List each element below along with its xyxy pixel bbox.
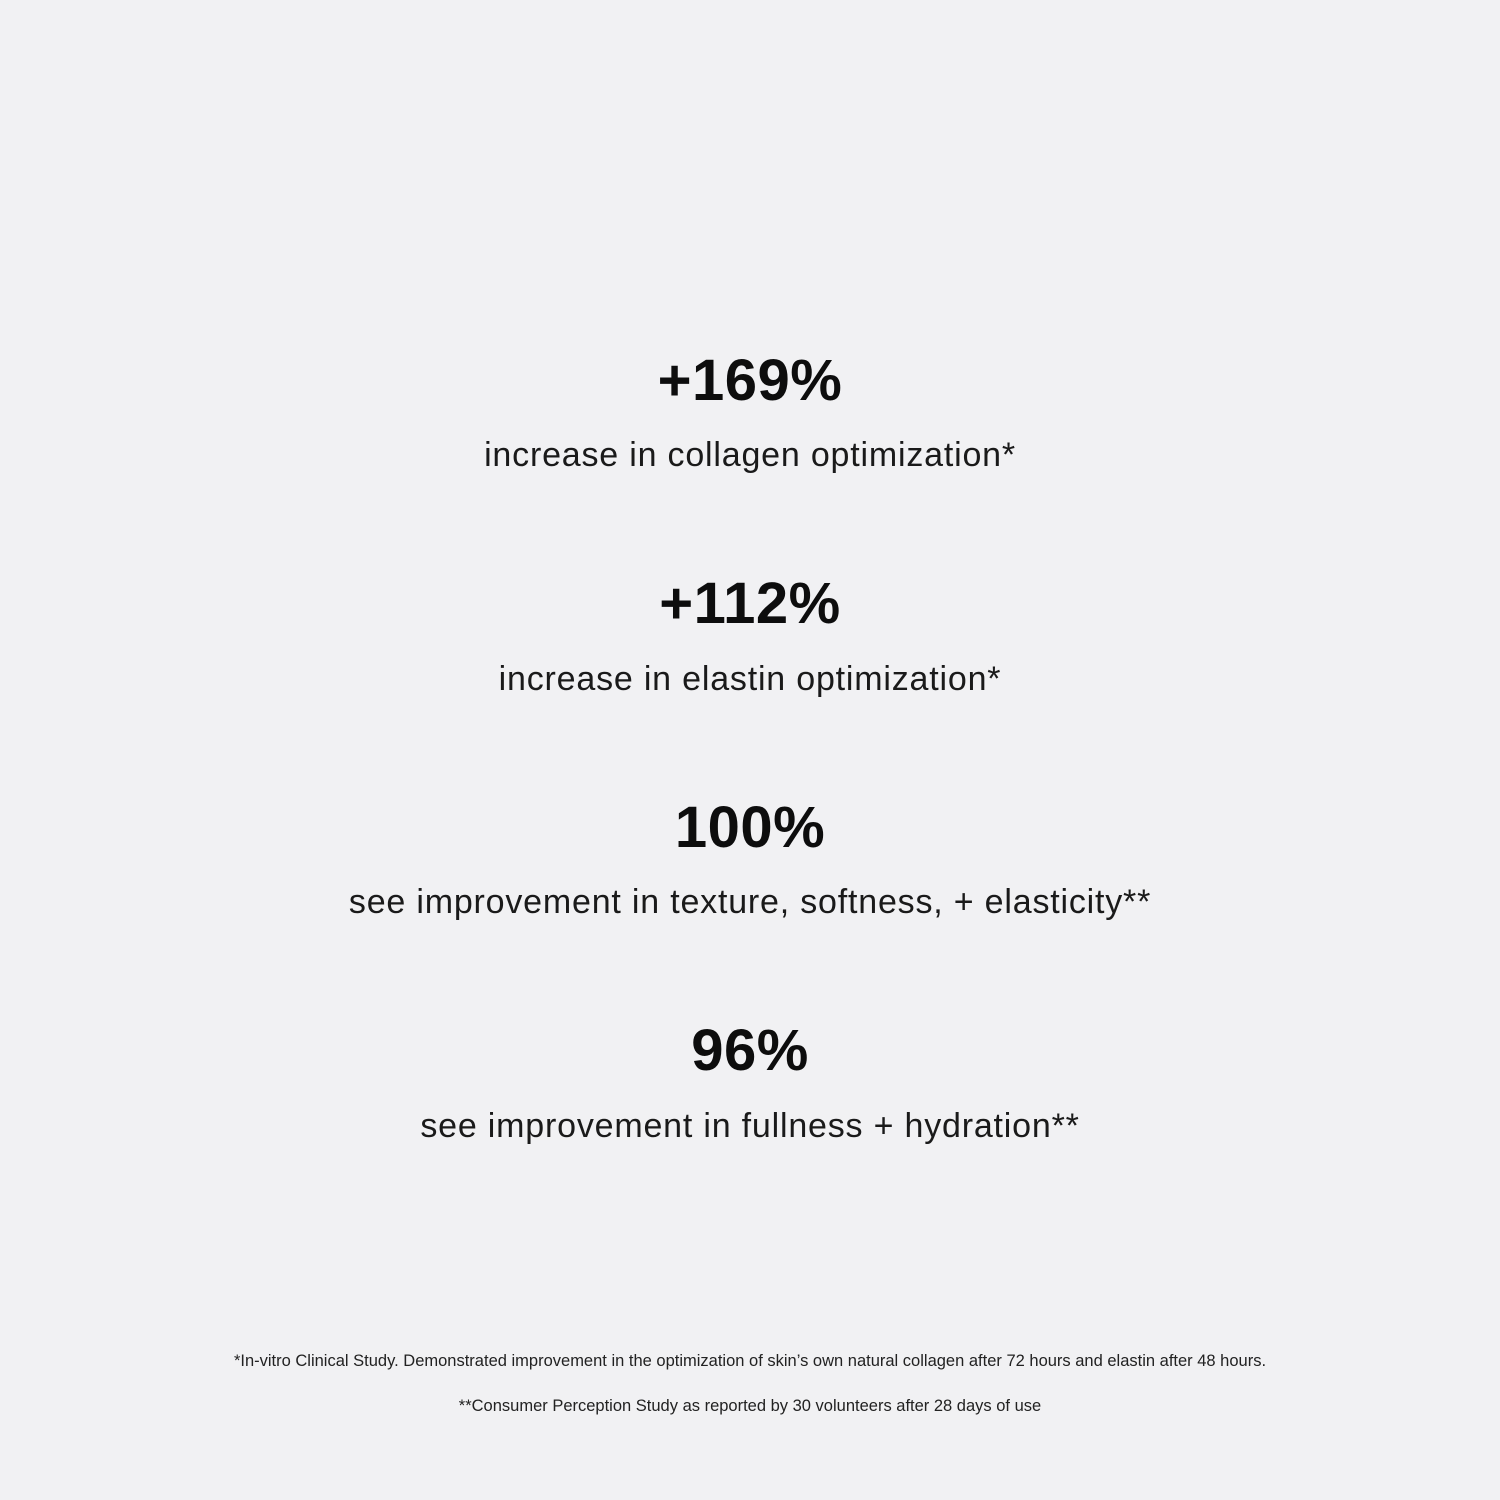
stat-description: increase in collagen optimization* xyxy=(484,436,1016,474)
stat-description: see improvement in texture, softness, + … xyxy=(348,883,1152,921)
stat-value: +112% xyxy=(659,571,841,636)
stat-value: 96% xyxy=(691,1018,809,1083)
footnote-clinical-study: *In-vitro Clinical Study. Demonstrated i… xyxy=(233,1352,1267,1370)
stat-description: increase in elastin optimization* xyxy=(498,660,1002,698)
stat-value: 100% xyxy=(674,795,826,860)
stat-value: +169% xyxy=(657,348,843,413)
stat-description: see improvement in fullness + hydration*… xyxy=(420,1107,1080,1145)
footnote-consumer-study: **Consumer Perception Study as reported … xyxy=(458,1397,1042,1415)
